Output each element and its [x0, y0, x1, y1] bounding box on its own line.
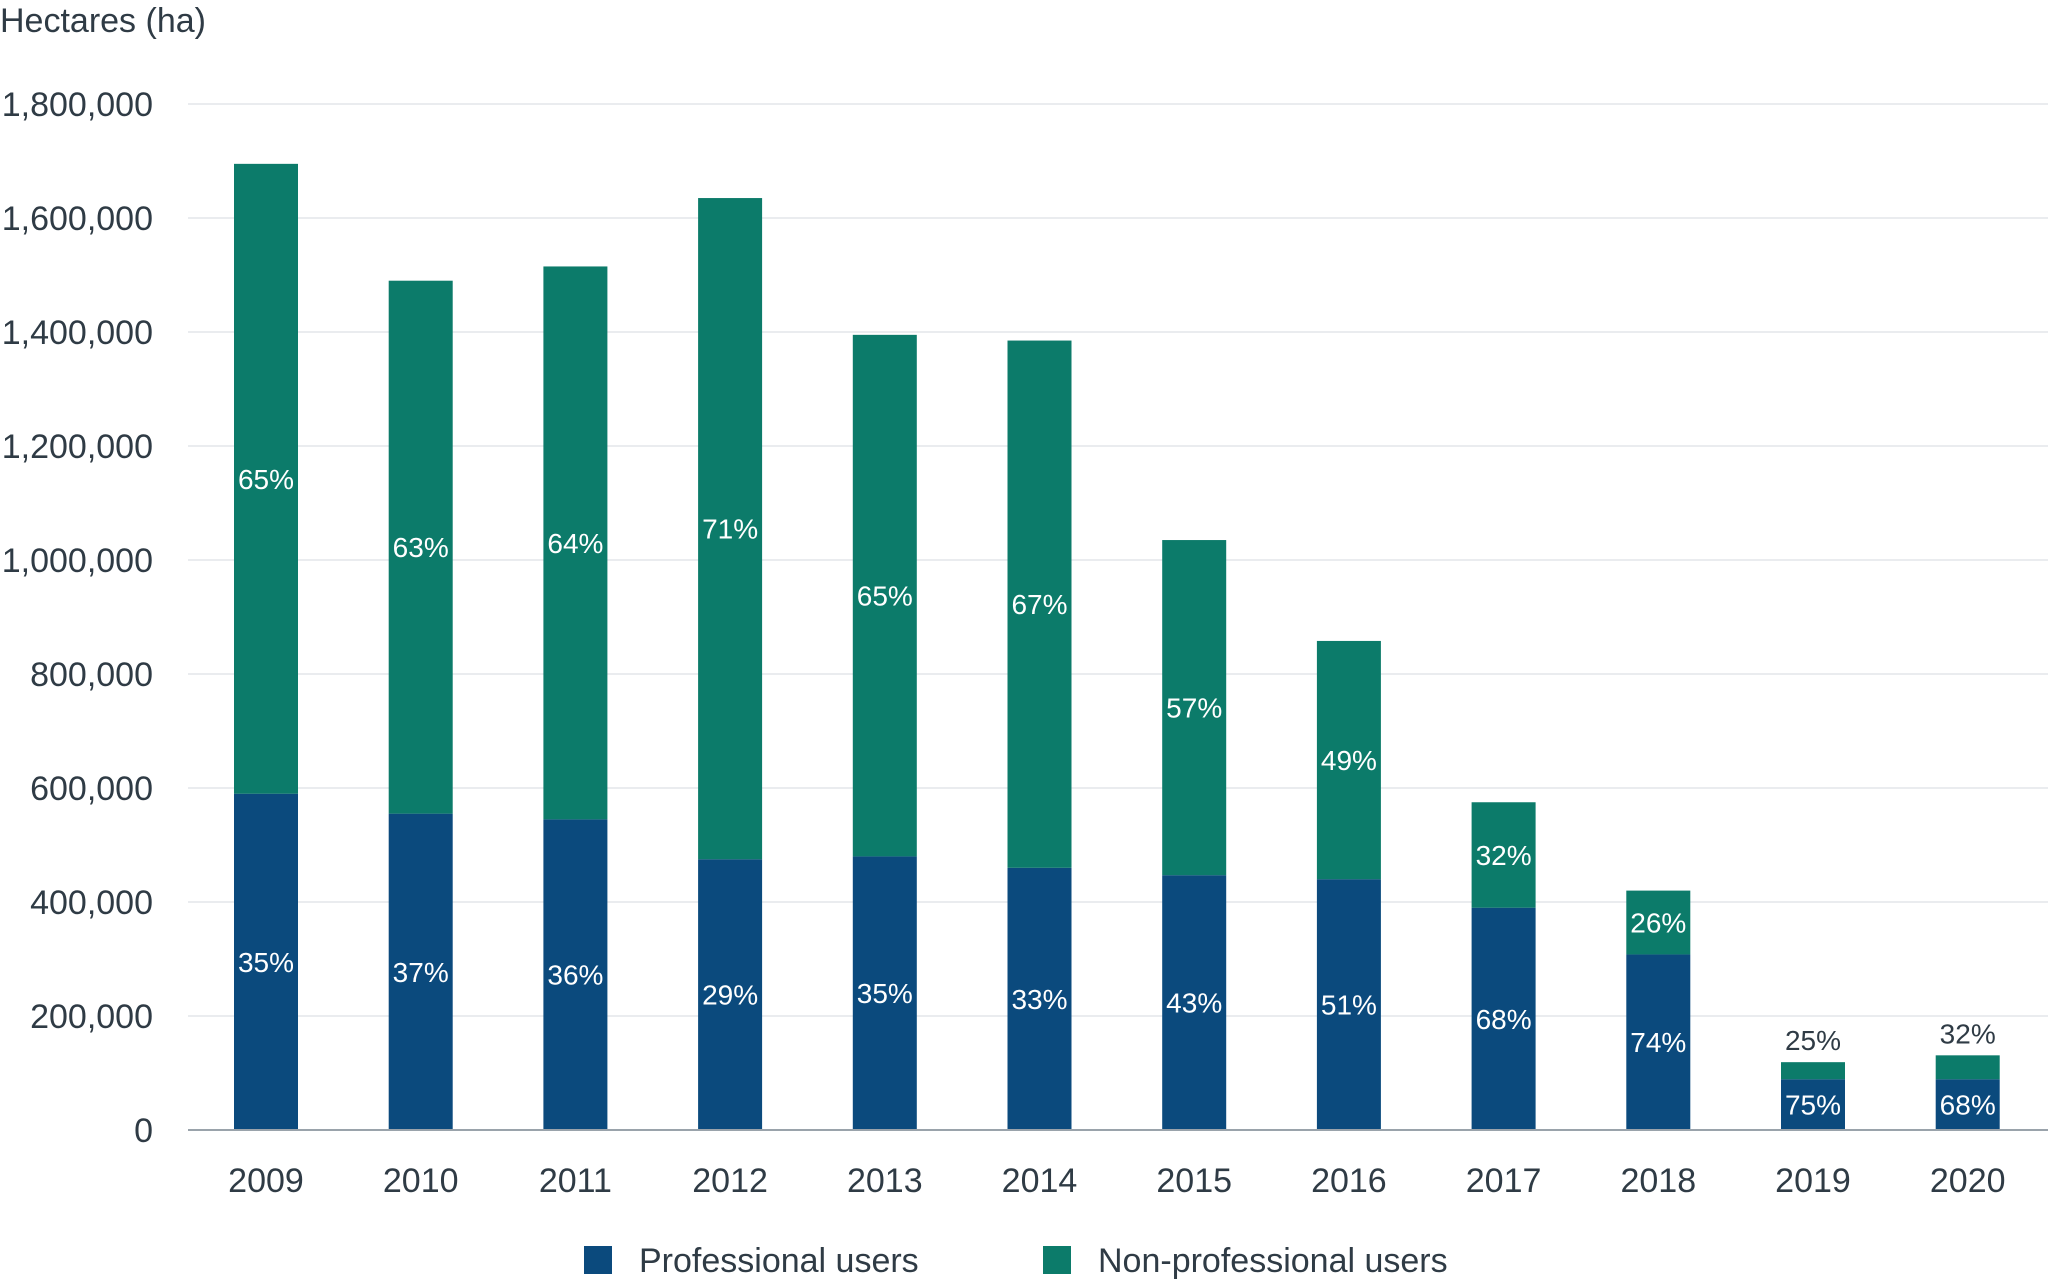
- y-tick-label: 1,600,000: [2, 200, 153, 238]
- label-non-professional-2009: 65%: [238, 464, 294, 495]
- bar-non-professional-2013: [852, 334, 917, 857]
- bar-non-professional-2016: [1316, 640, 1381, 880]
- y-tick-label: 600,000: [30, 770, 153, 808]
- bar-professional-2020: [1935, 1079, 2000, 1130]
- y-tick-label: 1,400,000: [2, 314, 153, 352]
- bar-professional-2010: [388, 813, 453, 1130]
- label-professional-2016: 51%: [1321, 990, 1377, 1021]
- legend-label-professional: Professional users: [639, 1242, 919, 1280]
- label-professional-2009: 35%: [238, 947, 294, 978]
- label-non-professional-2018: 26%: [1630, 908, 1686, 939]
- legend-swatch-professional: [584, 1246, 612, 1274]
- legend-label-non-professional: Non-professional users: [1098, 1242, 1448, 1280]
- bar-professional-2016: [1316, 879, 1381, 1130]
- x-axis-ticks: 2009 2010 2011 2012 2013 2014 2015 2016 2017 2018…: [228, 1162, 2005, 1200]
- x-tick-label: 2016: [1311, 1162, 1387, 1200]
- bar-professional-2012: [698, 859, 763, 1130]
- bar-non-professional-2017: [1471, 802, 1536, 908]
- bar-professional-2017: [1471, 907, 1536, 1130]
- bar-non-professional-2009: [234, 163, 298, 794]
- label-non-professional-2011: 64%: [547, 528, 603, 559]
- legend: Professional users Non-professional users: [584, 1242, 1448, 1280]
- bar-professional-2015: [1162, 875, 1227, 1130]
- x-tick-label: 2015: [1156, 1162, 1232, 1200]
- bar-professional-2009: [234, 793, 298, 1130]
- y-tick-label: 1,800,000: [2, 86, 153, 124]
- label-non-professional-2020: 32%: [1940, 1018, 1996, 1049]
- bar-non-professional-2011: [543, 266, 608, 820]
- bar-labels: 35% 65% 37% 63% 36% 64% 29% 71% 35% 65% 33% 67% 43% 5…: [238, 464, 1996, 1121]
- bar-non-professional-2018: [1626, 890, 1691, 955]
- label-professional-2012: 29%: [702, 980, 758, 1011]
- bar-professional-2018: [1626, 954, 1691, 1130]
- label-non-professional-2012: 71%: [702, 514, 758, 545]
- bar-non-professional-2012: [698, 198, 763, 860]
- x-tick-label: 2020: [1930, 1162, 2006, 1200]
- label-professional-2019: 75%: [1785, 1090, 1841, 1121]
- x-tick-label: 2014: [1002, 1162, 1078, 1200]
- label-non-professional-2014: 67%: [1011, 589, 1067, 620]
- x-tick-label: 2019: [1775, 1162, 1851, 1200]
- label-professional-2013: 35%: [857, 978, 913, 1009]
- y-tick-label: 400,000: [30, 884, 153, 922]
- y-tick-label: 1,200,000: [2, 428, 153, 466]
- bar-non-professional-2015: [1162, 540, 1227, 876]
- y-tick-label: 800,000: [30, 656, 153, 694]
- label-professional-2010: 37%: [393, 957, 449, 988]
- x-tick-label: 2012: [692, 1162, 768, 1200]
- bar-professional-2013: [852, 856, 917, 1130]
- x-tick-label: 2009: [228, 1162, 304, 1200]
- bar-non-professional-2020: [1935, 1055, 2000, 1080]
- y-tick-label: 200,000: [30, 998, 153, 1036]
- label-professional-2017: 68%: [1476, 1004, 1532, 1035]
- y-axis-ticks: 0 200,000 400,000 600,000 800,000 1,000,000 1,…: [2, 86, 153, 1150]
- x-tick-label: 2011: [539, 1162, 612, 1200]
- label-professional-2015: 43%: [1166, 988, 1222, 1019]
- label-professional-2020: 68%: [1940, 1090, 1996, 1121]
- bars: [234, 163, 2000, 1130]
- label-non-professional-2019: 25%: [1785, 1025, 1841, 1056]
- label-non-professional-2016: 49%: [1321, 745, 1377, 776]
- label-non-professional-2010: 63%: [393, 532, 449, 563]
- label-professional-2018: 74%: [1630, 1027, 1686, 1058]
- bar-professional-2011: [543, 819, 608, 1130]
- label-professional-2011: 36%: [547, 960, 603, 991]
- bar-professional-2019: [1781, 1079, 1845, 1130]
- x-tick-label: 2018: [1620, 1162, 1696, 1200]
- legend-swatch-non-professional: [1043, 1246, 1071, 1274]
- x-tick-label: 2017: [1466, 1162, 1542, 1200]
- gridlines: [188, 103, 2048, 1017]
- bar-professional-2014: [1007, 867, 1072, 1130]
- label-non-professional-2013: 65%: [857, 581, 913, 612]
- y-tick-label: 1,000,000: [2, 542, 153, 580]
- label-non-professional-2015: 57%: [1166, 693, 1222, 724]
- x-tick-label: 2010: [383, 1162, 459, 1200]
- bar-non-professional-2019: [1781, 1062, 1845, 1080]
- y-tick-label: 0: [134, 1112, 153, 1150]
- bar-non-professional-2010: [388, 280, 453, 814]
- y-axis-title: Hectares (ha): [0, 2, 206, 40]
- label-professional-2014: 33%: [1011, 984, 1067, 1015]
- x-tick-label: 2013: [847, 1162, 923, 1200]
- label-non-professional-2017: 32%: [1476, 840, 1532, 871]
- bar-non-professional-2014: [1007, 340, 1072, 868]
